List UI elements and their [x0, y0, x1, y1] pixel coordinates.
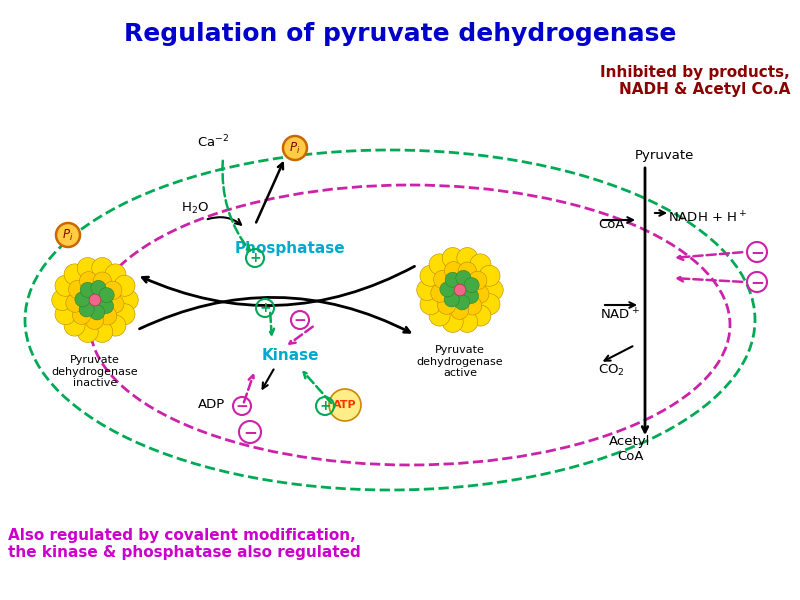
Circle shape — [105, 264, 126, 285]
Circle shape — [86, 311, 104, 329]
Text: +: + — [319, 400, 331, 413]
Text: CoA: CoA — [598, 218, 625, 232]
Text: Also regulated by covalent modification,
the kinase & phosphatase also regulated: Also regulated by covalent modification,… — [8, 527, 361, 560]
Circle shape — [79, 272, 98, 290]
Circle shape — [118, 289, 138, 311]
Circle shape — [469, 271, 487, 290]
Circle shape — [93, 272, 112, 290]
Circle shape — [103, 281, 122, 299]
Circle shape — [99, 287, 114, 302]
Circle shape — [463, 289, 478, 304]
Circle shape — [444, 292, 459, 307]
Circle shape — [438, 296, 456, 314]
Circle shape — [457, 311, 478, 332]
Text: −: − — [750, 244, 764, 262]
Circle shape — [450, 301, 469, 319]
Circle shape — [105, 315, 126, 336]
Circle shape — [440, 282, 455, 297]
Circle shape — [444, 262, 463, 280]
Circle shape — [479, 294, 500, 315]
Circle shape — [66, 294, 84, 312]
Circle shape — [454, 284, 466, 296]
Circle shape — [429, 254, 450, 275]
Circle shape — [456, 271, 471, 286]
Text: −: − — [243, 424, 257, 442]
Text: ATP: ATP — [333, 400, 357, 410]
Text: Acetyl
CoA: Acetyl CoA — [610, 435, 650, 463]
Circle shape — [56, 223, 80, 247]
Circle shape — [479, 265, 500, 286]
Circle shape — [482, 280, 503, 301]
Text: −: − — [236, 399, 248, 414]
Circle shape — [420, 265, 441, 286]
Circle shape — [442, 248, 463, 269]
Text: Inhibited by products,
NADH & Acetyl Co.A: Inhibited by products, NADH & Acetyl Co.… — [600, 65, 790, 97]
Circle shape — [78, 257, 98, 278]
Circle shape — [90, 305, 105, 320]
Circle shape — [92, 322, 113, 343]
Circle shape — [89, 294, 101, 306]
Circle shape — [470, 254, 491, 275]
Text: Pyruvate
dehydrogenase
active: Pyruvate dehydrogenase active — [417, 345, 503, 378]
Circle shape — [420, 294, 441, 315]
Circle shape — [114, 275, 135, 296]
Text: $P_i$: $P_i$ — [290, 141, 301, 156]
Text: H$_2$O: H$_2$O — [181, 200, 209, 215]
Circle shape — [463, 296, 482, 315]
Circle shape — [64, 264, 85, 285]
Circle shape — [52, 289, 73, 311]
Text: +: + — [249, 251, 261, 265]
Circle shape — [442, 311, 463, 332]
Circle shape — [78, 322, 98, 343]
Circle shape — [429, 305, 450, 326]
Circle shape — [55, 304, 76, 325]
Text: $P_i$: $P_i$ — [62, 228, 74, 243]
Text: −: − — [294, 313, 306, 328]
Text: Phosphatase: Phosphatase — [234, 241, 346, 256]
Text: +: + — [259, 301, 271, 316]
Text: NAD$^+$: NAD$^+$ — [600, 307, 640, 323]
Text: Regulation of pyruvate dehydrogenase: Regulation of pyruvate dehydrogenase — [124, 22, 676, 46]
Circle shape — [64, 315, 85, 336]
Text: Pyruvate: Pyruvate — [635, 148, 694, 161]
Circle shape — [73, 306, 91, 325]
Circle shape — [69, 280, 87, 299]
Circle shape — [92, 257, 113, 278]
Text: ADP: ADP — [198, 398, 225, 412]
Circle shape — [417, 280, 438, 301]
Circle shape — [98, 298, 114, 314]
Circle shape — [431, 284, 450, 302]
Circle shape — [329, 389, 361, 421]
Circle shape — [464, 278, 479, 293]
Text: CO$_2$: CO$_2$ — [598, 362, 625, 377]
Text: Pyruvate
dehydrogenase
inactive: Pyruvate dehydrogenase inactive — [52, 355, 138, 388]
Circle shape — [454, 295, 470, 310]
Text: NADH + H$^+$: NADH + H$^+$ — [668, 211, 747, 226]
Circle shape — [434, 270, 452, 289]
Circle shape — [75, 292, 90, 307]
Circle shape — [80, 282, 95, 298]
Circle shape — [283, 136, 307, 160]
Circle shape — [55, 275, 76, 296]
Text: Ca$^{-2}$: Ca$^{-2}$ — [197, 134, 229, 150]
Circle shape — [470, 285, 489, 303]
Circle shape — [91, 280, 106, 295]
Circle shape — [445, 272, 460, 287]
Text: −: − — [750, 274, 764, 292]
Circle shape — [114, 304, 135, 325]
Circle shape — [458, 262, 477, 280]
Circle shape — [98, 307, 117, 325]
Text: Kinase: Kinase — [262, 347, 318, 362]
Circle shape — [457, 248, 478, 269]
Circle shape — [106, 295, 124, 313]
Circle shape — [470, 305, 491, 326]
Circle shape — [79, 302, 94, 317]
